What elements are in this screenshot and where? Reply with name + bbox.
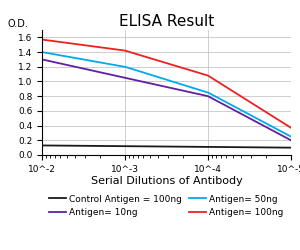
Antigen= 50ng xyxy=(289,135,293,138)
Antigen= 10ng xyxy=(86,68,90,71)
Line: Antigen= 10ng: Antigen= 10ng xyxy=(42,60,291,140)
Antigen= 50ng xyxy=(86,59,90,62)
Antigen= 100ng xyxy=(277,118,280,122)
Antigen= 50ng xyxy=(277,128,280,132)
Antigen= 10ng xyxy=(289,139,293,142)
Antigen= 100ng xyxy=(40,38,44,41)
Text: O.D.: O.D. xyxy=(7,19,28,29)
Legend: Control Antigen = 100ng, Antigen= 10ng, Antigen= 50ng, Antigen= 100ng: Control Antigen = 100ng, Antigen= 10ng, … xyxy=(50,194,284,217)
Antigen= 100ng xyxy=(268,113,272,116)
Antigen= 50ng xyxy=(106,62,110,65)
Line: Control Antigen = 100ng: Control Antigen = 100ng xyxy=(42,146,291,148)
Control Antigen = 100ng xyxy=(50,144,54,147)
Control Antigen = 100ng xyxy=(277,146,280,149)
Antigen= 50ng xyxy=(268,124,272,127)
Antigen= 100ng xyxy=(106,47,110,50)
Control Antigen = 100ng xyxy=(86,144,90,147)
Control Antigen = 100ng xyxy=(268,146,272,149)
Antigen= 10ng xyxy=(50,60,54,63)
Antigen= 100ng xyxy=(289,126,293,129)
Line: Antigen= 50ng: Antigen= 50ng xyxy=(42,52,291,136)
Antigen= 100ng xyxy=(86,44,90,47)
Antigen= 10ng xyxy=(55,61,59,64)
Antigen= 50ng xyxy=(50,52,54,55)
Title: ELISA Result: ELISA Result xyxy=(119,14,214,29)
Antigen= 10ng xyxy=(106,72,110,76)
Antigen= 10ng xyxy=(40,58,44,61)
Control Antigen = 100ng xyxy=(40,144,44,147)
Antigen= 10ng xyxy=(268,128,272,130)
Antigen= 10ng xyxy=(277,132,280,135)
Antigen= 100ng xyxy=(50,40,54,42)
Control Antigen = 100ng xyxy=(289,146,293,149)
Control Antigen = 100ng xyxy=(106,144,110,148)
Antigen= 100ng xyxy=(55,40,59,43)
Antigen= 50ng xyxy=(40,50,44,53)
Antigen= 50ng xyxy=(55,53,59,56)
Control Antigen = 100ng xyxy=(55,144,59,147)
X-axis label: Serial Dilutions of Antibody: Serial Dilutions of Antibody xyxy=(91,176,242,186)
Line: Antigen= 100ng: Antigen= 100ng xyxy=(42,40,291,128)
